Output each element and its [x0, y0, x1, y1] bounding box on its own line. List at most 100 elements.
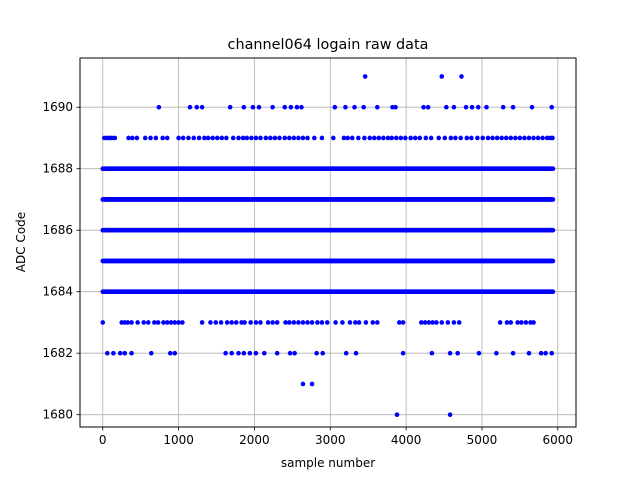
data-point	[408, 135, 413, 141]
data-point	[363, 320, 369, 325]
data-point	[199, 320, 205, 325]
data-point	[148, 350, 154, 356]
data-point	[309, 381, 315, 387]
data-point	[356, 320, 362, 325]
data-point	[436, 135, 442, 141]
data-point	[370, 320, 376, 325]
data-point	[300, 135, 306, 141]
x-tick-label: 1000	[163, 433, 194, 447]
data-point	[429, 350, 435, 356]
data-point	[476, 350, 482, 356]
data-point	[230, 135, 236, 141]
data-point	[208, 320, 213, 325]
data-point	[374, 104, 380, 110]
data-point	[396, 320, 402, 325]
data-point	[426, 320, 432, 325]
data-point	[494, 350, 499, 356]
data-point	[300, 381, 306, 387]
data-point	[356, 135, 361, 141]
data-point	[343, 104, 348, 110]
y-axis-label: ADC Code	[14, 212, 28, 272]
x-tick-label: 6000	[543, 433, 574, 447]
data-point	[287, 135, 292, 141]
data-point	[522, 135, 527, 141]
data-point	[464, 135, 470, 141]
data-point	[428, 135, 434, 141]
data-point	[503, 135, 509, 141]
data-point	[475, 104, 481, 110]
data-point	[538, 350, 544, 356]
data-point	[224, 135, 229, 141]
data-point	[256, 104, 262, 110]
data-point	[543, 350, 548, 356]
data-point	[510, 104, 516, 110]
data-point	[526, 350, 532, 356]
data-point	[513, 135, 518, 141]
data-point	[244, 135, 250, 141]
data-point	[340, 320, 345, 325]
data-point	[287, 320, 292, 325]
data-point	[227, 104, 233, 110]
data-point	[500, 104, 506, 110]
data-point	[455, 350, 460, 356]
data-point	[333, 320, 338, 325]
data-point	[434, 320, 439, 325]
data-point	[172, 320, 178, 325]
x-tick-label: 3000	[315, 433, 346, 447]
data-point	[296, 135, 301, 141]
data-point	[523, 320, 529, 325]
data-points	[100, 74, 556, 418]
data-point	[458, 135, 464, 141]
data-point	[248, 320, 253, 325]
data-point	[283, 320, 288, 325]
data-point	[258, 135, 263, 141]
data-point	[353, 320, 358, 325]
data-point	[422, 320, 428, 325]
data-point	[240, 135, 246, 141]
data-point	[100, 320, 106, 325]
data-point	[469, 104, 475, 110]
data-point	[112, 135, 118, 141]
x-tick-label: 0	[99, 433, 107, 447]
data-point	[219, 135, 225, 141]
data-point	[224, 320, 230, 325]
data-point	[381, 135, 386, 141]
data-point	[125, 320, 131, 325]
data-point	[111, 350, 116, 356]
data-point	[430, 320, 435, 325]
data-point	[187, 104, 193, 110]
data-point	[282, 104, 288, 110]
data-point	[389, 135, 395, 141]
y-tick-label: 1686	[42, 223, 73, 237]
data-point	[529, 104, 535, 110]
data-point	[400, 320, 406, 325]
data-point	[299, 104, 304, 110]
data-point	[442, 135, 448, 141]
plot-area	[79, 57, 577, 428]
data-point	[180, 135, 186, 141]
y-tick-label: 1684	[42, 285, 73, 299]
data-point	[291, 135, 297, 141]
data-point	[305, 320, 310, 325]
data-point	[374, 320, 380, 325]
data-point	[480, 135, 486, 141]
data-point	[268, 135, 273, 141]
data-point	[469, 135, 474, 141]
grid	[80, 58, 576, 427]
data-point	[241, 350, 247, 356]
data-point	[398, 135, 404, 141]
data-point	[423, 135, 429, 141]
data-point	[445, 320, 451, 325]
data-point	[253, 350, 259, 356]
data-point	[253, 135, 259, 141]
data-point	[361, 104, 366, 110]
data-point	[202, 135, 207, 141]
data-point	[213, 320, 219, 325]
data-point	[315, 320, 320, 325]
data-point	[270, 104, 275, 110]
data-point	[447, 350, 453, 356]
data-point	[549, 104, 555, 110]
data-point	[320, 350, 325, 356]
data-point	[186, 135, 191, 141]
